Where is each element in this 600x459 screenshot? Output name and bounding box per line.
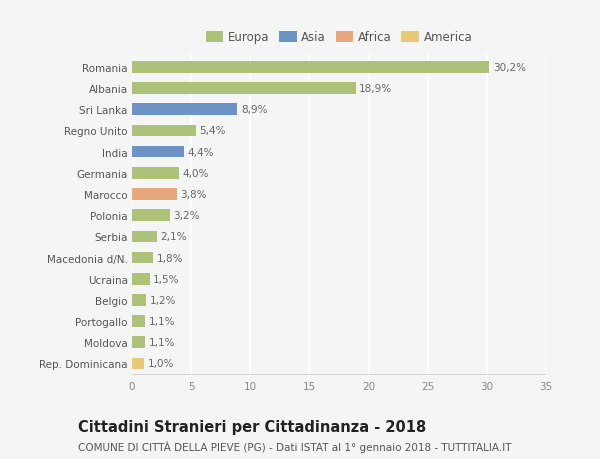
Text: 30,2%: 30,2% bbox=[493, 63, 526, 73]
Text: 3,8%: 3,8% bbox=[181, 190, 207, 200]
Text: 1,2%: 1,2% bbox=[150, 295, 176, 305]
Bar bbox=[132, 83, 356, 95]
Text: 1,5%: 1,5% bbox=[153, 274, 180, 284]
Bar bbox=[132, 337, 145, 348]
Bar bbox=[132, 358, 144, 369]
Bar bbox=[132, 210, 170, 222]
Bar bbox=[132, 125, 196, 137]
Text: COMUNE DI CITTÀ DELLA PIEVE (PG) - Dati ISTAT al 1° gennaio 2018 - TUTTITALIA.IT: COMUNE DI CITTÀ DELLA PIEVE (PG) - Dati … bbox=[78, 440, 511, 452]
Text: 1,0%: 1,0% bbox=[148, 358, 174, 369]
Legend: Europa, Asia, Africa, America: Europa, Asia, Africa, America bbox=[203, 29, 475, 46]
Bar bbox=[132, 231, 157, 243]
Text: Cittadini Stranieri per Cittadinanza - 2018: Cittadini Stranieri per Cittadinanza - 2… bbox=[78, 419, 426, 434]
Text: 18,9%: 18,9% bbox=[359, 84, 392, 94]
Text: 1,1%: 1,1% bbox=[149, 337, 175, 347]
Text: 4,4%: 4,4% bbox=[188, 147, 214, 157]
Text: 5,4%: 5,4% bbox=[199, 126, 226, 136]
Bar bbox=[132, 104, 237, 116]
Text: 8,9%: 8,9% bbox=[241, 105, 268, 115]
Bar bbox=[132, 189, 177, 201]
Text: 4,0%: 4,0% bbox=[183, 168, 209, 179]
Bar bbox=[132, 295, 146, 306]
Text: 1,1%: 1,1% bbox=[149, 316, 175, 326]
Bar bbox=[132, 146, 184, 158]
Text: 3,2%: 3,2% bbox=[173, 211, 200, 221]
Text: 1,8%: 1,8% bbox=[157, 253, 184, 263]
Text: 2,1%: 2,1% bbox=[160, 232, 187, 242]
Bar bbox=[132, 62, 489, 73]
Bar bbox=[132, 273, 150, 285]
Bar bbox=[132, 316, 145, 327]
Bar bbox=[132, 252, 153, 264]
Bar bbox=[132, 168, 179, 179]
